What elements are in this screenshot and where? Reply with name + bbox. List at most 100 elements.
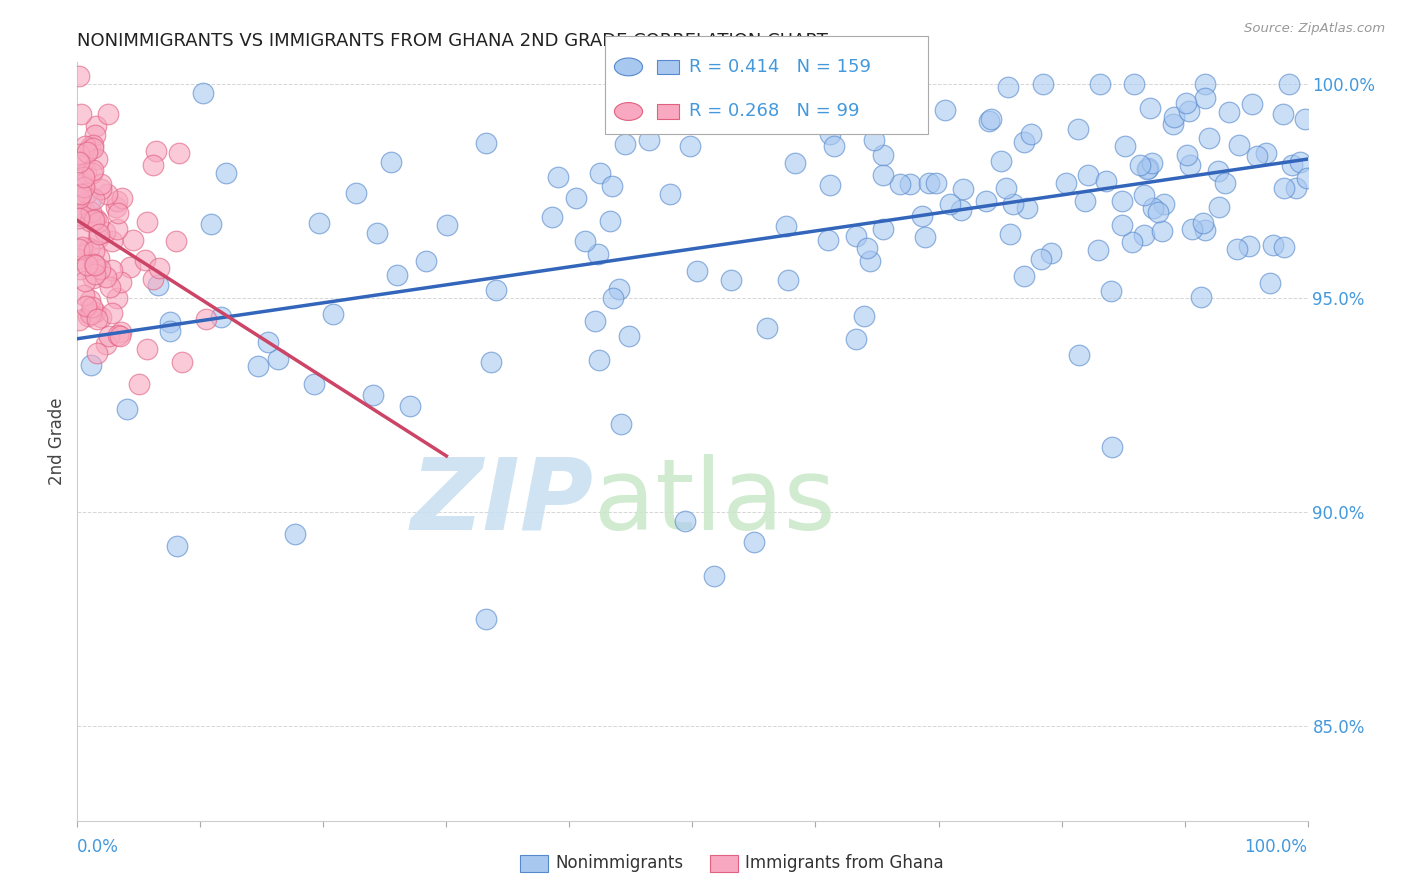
Point [72, 240, 94, 254]
Point [72, 180, 94, 194]
Point [1074, 194, 1097, 209]
Point [1129, 158, 1152, 172]
Point [267, 351, 290, 366]
Point [950, 202, 973, 217]
Point [84, 268, 107, 282]
Point [73, 288, 96, 302]
Point [1194, 77, 1216, 91]
Point [1213, 176, 1236, 190]
Point [80, 205, 103, 219]
Point [76, 258, 98, 272]
Point [90, 310, 112, 325]
Point [637, 133, 659, 147]
Point [72, 210, 94, 224]
Point [856, 241, 879, 255]
Point [588, 166, 610, 180]
Point [90, 182, 112, 196]
Point [398, 400, 420, 414]
Point [872, 148, 894, 162]
Point [775, 219, 797, 233]
Point [818, 127, 841, 141]
Point [415, 253, 437, 268]
Point [1019, 127, 1042, 141]
Point [1289, 155, 1312, 169]
Point [859, 253, 882, 268]
Point [101, 263, 124, 277]
Point [976, 194, 998, 208]
Point [872, 221, 894, 235]
Point [67, 147, 90, 161]
Point [94, 336, 117, 351]
Point [67, 242, 90, 256]
Point [1258, 276, 1281, 290]
Point [69, 107, 91, 121]
Point [77, 309, 100, 323]
Point [108, 329, 131, 343]
Point [84, 128, 107, 143]
Point [1031, 77, 1053, 91]
Point [73, 139, 96, 153]
Point [1226, 242, 1249, 256]
Point [1178, 103, 1201, 118]
Point [1163, 111, 1185, 125]
Point [673, 514, 696, 528]
Point [118, 260, 141, 274]
Point [93, 225, 115, 239]
Point [69, 262, 91, 277]
Point [658, 187, 681, 202]
Point [1294, 112, 1316, 126]
Point [1101, 440, 1123, 454]
Text: Immigrants from Ghana: Immigrants from Ghana [745, 855, 943, 872]
Point [83, 304, 105, 318]
Point [1256, 145, 1278, 160]
Point [75, 299, 97, 313]
Point [607, 282, 630, 296]
Point [1111, 218, 1133, 232]
Point [679, 139, 702, 153]
Point [1189, 290, 1212, 304]
Point [800, 87, 823, 101]
Point [474, 612, 496, 626]
Point [1147, 205, 1170, 219]
Point [209, 310, 232, 325]
Point [107, 328, 129, 343]
Text: NONIMMIGRANTS VS IMMIGRANTS FROM GHANA 2ND GRADE CORRELATION CHART: NONIMMIGRANTS VS IMMIGRANTS FROM GHANA 2… [77, 32, 828, 50]
Point [67, 211, 90, 225]
Point [1272, 240, 1295, 254]
Point [1206, 164, 1229, 178]
Point [79, 214, 101, 228]
Point [1285, 181, 1308, 195]
Point [1066, 121, 1088, 136]
Point [82, 137, 104, 152]
Point [1133, 188, 1156, 202]
Point [917, 176, 939, 190]
Point [995, 181, 1018, 195]
Point [142, 272, 165, 286]
Point [105, 194, 128, 208]
Point [1241, 97, 1264, 112]
Point [67, 252, 90, 266]
Point [214, 166, 236, 180]
Point [1136, 162, 1159, 177]
Point [148, 261, 170, 276]
Point [75, 205, 97, 219]
Point [1136, 161, 1159, 175]
Point [385, 268, 408, 282]
Y-axis label: 2nd Grade: 2nd Grade [48, 398, 66, 485]
Point [344, 186, 367, 201]
Point [1142, 202, 1164, 216]
Point [380, 155, 402, 169]
Point [284, 526, 307, 541]
Point [86, 152, 108, 166]
Point [67, 227, 90, 242]
Point [94, 269, 117, 284]
Point [159, 325, 181, 339]
Point [1014, 135, 1036, 149]
Point [75, 166, 97, 180]
Point [110, 326, 132, 340]
Point [96, 186, 118, 201]
Point [165, 235, 187, 249]
Point [257, 334, 280, 349]
Point [84, 119, 107, 133]
Point [1139, 101, 1161, 115]
